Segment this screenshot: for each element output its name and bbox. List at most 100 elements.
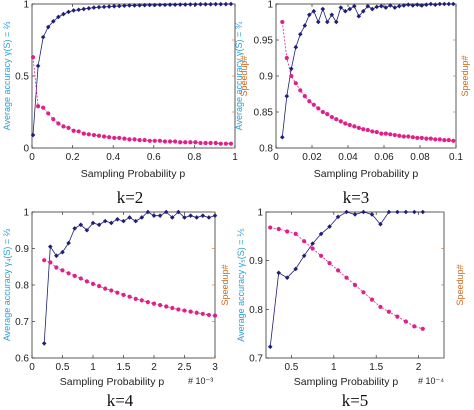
speedup-point (397, 133, 402, 138)
speedup-point (206, 312, 211, 318)
accuracy-point (48, 244, 53, 249)
speedup-point (289, 73, 294, 79)
speedup-point (374, 130, 379, 135)
speedup-point (369, 297, 375, 302)
speedup-point (132, 137, 137, 142)
speedup-point (145, 300, 150, 305)
speedup-point (112, 135, 117, 141)
y-tick-label: 0.95 (254, 36, 274, 47)
speedup-point (167, 139, 173, 144)
speedup-point (151, 301, 157, 306)
accuracy-point (369, 212, 375, 217)
accuracy-point (137, 2, 142, 8)
y-tick-label: 0.9 (15, 244, 29, 255)
panel-caption: k=4 (107, 391, 134, 410)
accuracy-point (72, 226, 77, 231)
speedup-point (401, 134, 406, 139)
accuracy-point (361, 8, 366, 14)
panel-k5: 0.5 1 1.5 2 0.7 0.8 0.9 1 Sampling Probability … (236, 208, 465, 410)
speedup-point (147, 138, 152, 143)
x-tick-label: 0.1 (449, 152, 463, 163)
accuracy-point (318, 231, 324, 237)
speedup-point (442, 137, 447, 143)
accuracy-point (397, 3, 402, 9)
speedup-point (188, 140, 193, 145)
accuracy-series-line (32, 3, 231, 136)
x-tick-label: 0.8 (187, 152, 201, 163)
speedup-point (311, 102, 316, 107)
speedup-point (284, 55, 289, 61)
accuracy-point (378, 221, 383, 227)
speedup-point (347, 122, 352, 128)
x-tick-label: 0.04 (338, 152, 358, 163)
accuracy-point (451, 1, 456, 7)
accuracy-point (163, 209, 169, 215)
y-tick-label: 0.7 (15, 317, 29, 328)
speedup-point (97, 283, 102, 289)
accuracy-point (289, 66, 294, 72)
accuracy-point (343, 8, 348, 14)
speedup-point (127, 294, 132, 299)
speedup-point (378, 304, 383, 309)
left-axis-label: Average accuracy γ₄(S) = ⅔ (2, 228, 12, 341)
accuracy-point (386, 209, 392, 215)
y-tick-label: 1 (267, 0, 273, 11)
x-tick-label: 0.2 (66, 152, 80, 163)
speedup-point (433, 137, 438, 142)
speedup-point (48, 260, 53, 265)
speedup-point (71, 128, 76, 133)
accuracy-point (442, 1, 447, 7)
accuracy-point (406, 2, 411, 8)
accuracy-point (81, 6, 87, 12)
x-tick-label: 3 (212, 362, 218, 373)
accuracy-point (91, 5, 97, 10)
accuracy-point (370, 6, 375, 12)
accuracy-point (66, 9, 71, 15)
accuracy-point (188, 2, 193, 7)
panel-k4: 0 0.5 1 1.5 2 2.5 3 0.6 0.7 0.8 0.9 1 Sampling Prob… (2, 208, 230, 410)
speedup-point (276, 226, 281, 232)
speedup-point (109, 288, 114, 293)
speedup-point (103, 286, 108, 291)
accuracy-point (133, 218, 138, 224)
speedup-point (194, 310, 199, 315)
speedup-point (127, 137, 132, 142)
right-axis-label: Speedup# (455, 264, 465, 305)
speedup-point (84, 279, 89, 284)
speedup-point (46, 111, 51, 116)
speedup-point (379, 131, 384, 136)
speedup-point (370, 129, 375, 134)
speedup-point (325, 112, 330, 117)
accuracy-point (388, 3, 393, 8)
accuracy-point (162, 2, 168, 8)
y-tick-label: 0.9 (259, 72, 273, 83)
y-tick-label: 0.5 (15, 72, 29, 83)
accuracy-point (170, 215, 175, 220)
accuracy-point (412, 209, 417, 215)
accuracy-point (415, 2, 420, 8)
accuracy-point (280, 134, 285, 140)
accuracy-point (127, 3, 132, 8)
speedup-point (338, 119, 343, 124)
x-tick-label: 2 (151, 362, 157, 373)
speedup-point (42, 258, 47, 263)
panel-k2: 0 0.2 0.4 0.6 0.8 1 0 0.5 1 Sampling Probability… (2, 0, 249, 207)
speedup-point (406, 134, 411, 139)
accuracy-point (334, 19, 339, 25)
accuracy-point (177, 2, 183, 7)
accuracy-point (132, 3, 137, 8)
plot-area: 0 0.2 0.4 0.6 0.8 1 0 0.5 1 (15, 0, 238, 163)
speedup-point (101, 134, 107, 139)
accuracy-point (446, 1, 452, 7)
right-axis-label: Speedup# (239, 55, 249, 96)
accuracy-point (352, 212, 358, 217)
plot-frame (31, 3, 236, 149)
speedup-point (415, 135, 420, 141)
panel-caption: k=3 (343, 188, 370, 207)
x-tick-label: 0.5 (284, 362, 298, 373)
accuracy-point (420, 209, 426, 215)
accuracy-point (410, 3, 416, 8)
speedup-point (61, 124, 66, 129)
accuracy-point (218, 1, 224, 7)
accuracy-point (301, 253, 307, 259)
